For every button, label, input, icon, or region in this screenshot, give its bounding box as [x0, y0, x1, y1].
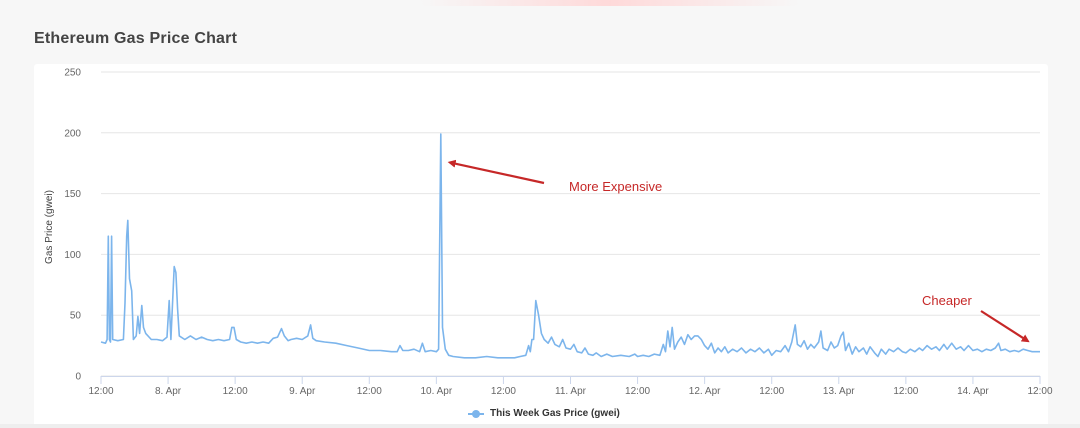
x-axis: 12:00 8. Apr 12:00 9. Apr 12:00 10. Apr 12:00 1…: [88, 376, 1053, 397]
annotation-cheaper-arrow: [980, 310, 1030, 343]
x-tick-label: 12:00: [759, 386, 784, 397]
x-tick-label: 9. Apr: [289, 386, 316, 397]
gridlines: [101, 71, 1040, 377]
x-tick-label: 11. Apr: [555, 386, 587, 397]
x-tick-label: 12:00: [625, 386, 650, 397]
y-tick-label: 100: [64, 250, 81, 261]
annotations: More Expensive Cheaper: [447, 159, 1030, 343]
y-axis-ticks: 0 50 100 150 200 250: [64, 68, 81, 383]
annotation-more-expensive-arrow: [447, 159, 545, 185]
x-tick-label: 12:00: [88, 386, 113, 397]
legend-line-marker-icon: [468, 409, 484, 419]
chart-heading: Ethereum Gas Price Chart: [34, 30, 238, 47]
x-tick-label: 10. Apr: [421, 386, 453, 397]
y-axis-title: Gas Price (gwei): [44, 190, 55, 264]
chart-card: 0 50 100 150 200 250 12:00 8. Apr 12:00 9. Apr 12…: [34, 64, 1053, 428]
x-tick-label: 12:00: [893, 386, 918, 397]
legend-label: This Week Gas Price (gwei): [490, 408, 620, 419]
y-tick-label: 250: [64, 68, 81, 79]
series-line-gas-price[interactable]: [100, 133, 1040, 359]
x-tick-label: 12:00: [223, 386, 248, 397]
x-tick-label: 12. Apr: [689, 386, 721, 397]
y-tick-label: 200: [64, 128, 81, 139]
x-tick-label: 8. Apr: [155, 386, 182, 397]
legend-item[interactable]: This Week Gas Price (gwei): [468, 408, 620, 419]
y-tick-label: 50: [70, 311, 82, 322]
y-tick-label: 0: [75, 372, 81, 383]
bottom-divider: [0, 424, 1080, 428]
x-tick-label: 12:00: [1027, 386, 1052, 397]
x-tick-label: 12:00: [491, 386, 516, 397]
top-banner-glow: [420, 0, 800, 6]
x-tick-label: 14. Apr: [957, 386, 989, 397]
annotation-cheaper-label: Cheaper: [922, 293, 973, 308]
annotation-more-expensive-label: More Expensive: [569, 179, 662, 194]
x-tick-label: 13. Apr: [823, 386, 855, 397]
y-tick-label: 150: [64, 189, 81, 200]
series-layer: [100, 133, 1040, 359]
x-tick-label: 12:00: [357, 386, 382, 397]
